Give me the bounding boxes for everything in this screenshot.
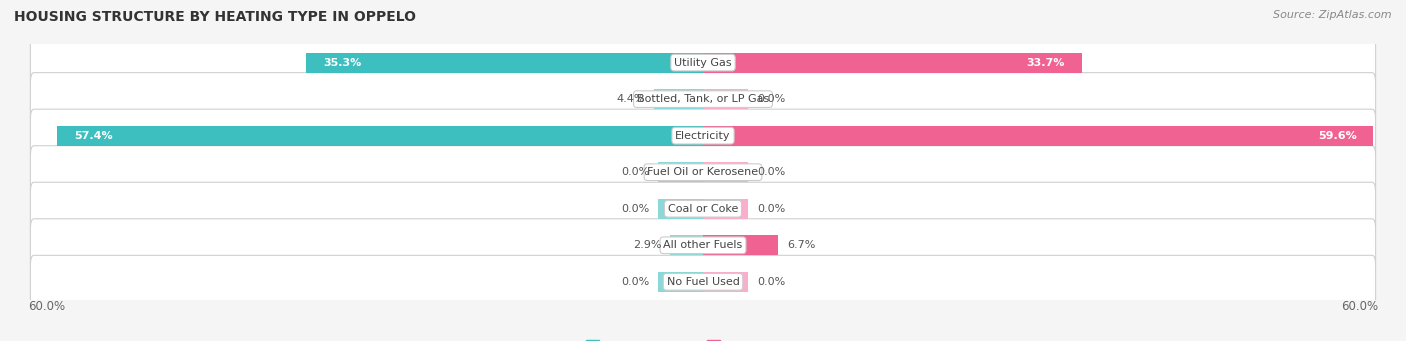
Bar [307, 53, 703, 73]
FancyBboxPatch shape [31, 146, 1375, 199]
Text: Utility Gas: Utility Gas [675, 58, 731, 68]
FancyBboxPatch shape [31, 255, 1375, 308]
FancyBboxPatch shape [31, 36, 1375, 89]
FancyBboxPatch shape [31, 109, 1375, 162]
FancyBboxPatch shape [31, 219, 1375, 272]
Text: 0.0%: 0.0% [621, 167, 650, 177]
Text: 0.0%: 0.0% [756, 94, 785, 104]
Bar [703, 162, 748, 182]
Text: Coal or Coke: Coal or Coke [668, 204, 738, 214]
Text: Electricity: Electricity [675, 131, 731, 141]
FancyBboxPatch shape [31, 182, 1375, 235]
Bar [703, 89, 748, 109]
Text: 2.9%: 2.9% [633, 240, 661, 250]
Text: 60.0%: 60.0% [28, 300, 65, 313]
Bar [703, 125, 1374, 146]
Text: 0.0%: 0.0% [621, 277, 650, 287]
Text: Source: ZipAtlas.com: Source: ZipAtlas.com [1274, 10, 1392, 20]
Text: 57.4%: 57.4% [75, 131, 112, 141]
Bar [658, 162, 703, 182]
Text: 6.7%: 6.7% [787, 240, 815, 250]
Bar [654, 89, 703, 109]
Text: Fuel Oil or Kerosene: Fuel Oil or Kerosene [647, 167, 759, 177]
Bar [658, 272, 703, 292]
Text: All other Fuels: All other Fuels [664, 240, 742, 250]
Text: 59.6%: 59.6% [1317, 131, 1357, 141]
Legend: Owner-occupied, Renter-occupied: Owner-occupied, Renter-occupied [586, 340, 820, 341]
Text: No Fuel Used: No Fuel Used [666, 277, 740, 287]
Bar [58, 125, 703, 146]
Text: Bottled, Tank, or LP Gas: Bottled, Tank, or LP Gas [637, 94, 769, 104]
Bar [658, 199, 703, 219]
Text: 4.4%: 4.4% [616, 94, 644, 104]
Bar [703, 235, 779, 255]
Bar [703, 53, 1083, 73]
Text: 0.0%: 0.0% [621, 204, 650, 214]
Bar [671, 235, 703, 255]
Text: 0.0%: 0.0% [756, 204, 785, 214]
Bar [703, 199, 748, 219]
Text: 0.0%: 0.0% [756, 167, 785, 177]
Text: 60.0%: 60.0% [1341, 300, 1378, 313]
Text: 35.3%: 35.3% [323, 58, 361, 68]
Text: HOUSING STRUCTURE BY HEATING TYPE IN OPPELO: HOUSING STRUCTURE BY HEATING TYPE IN OPP… [14, 10, 416, 24]
Text: 0.0%: 0.0% [756, 277, 785, 287]
Text: 33.7%: 33.7% [1026, 58, 1066, 68]
Bar [703, 272, 748, 292]
FancyBboxPatch shape [31, 73, 1375, 125]
